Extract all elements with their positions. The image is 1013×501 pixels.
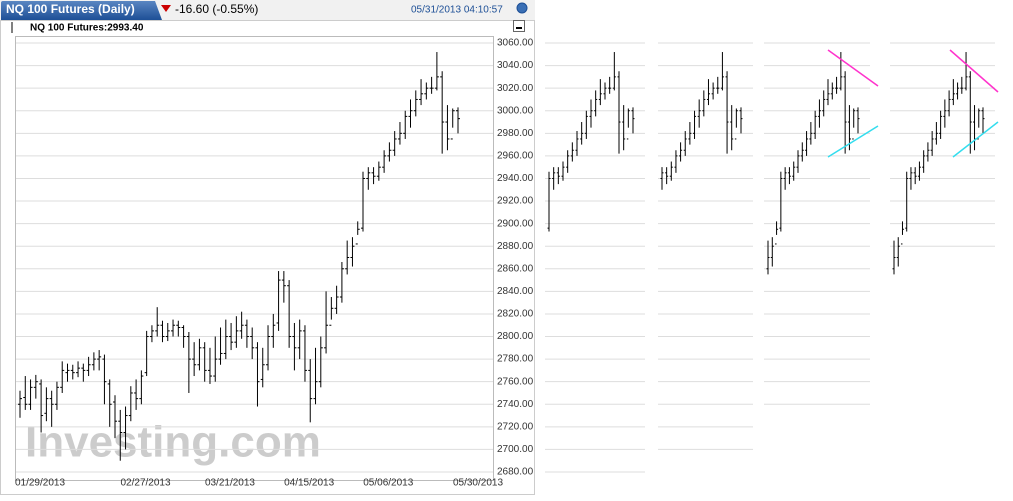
title-tab	[1, 1, 162, 20]
y-tick-label: 2840.00	[497, 286, 534, 297]
y-tick-label: 2720.00	[497, 421, 534, 432]
minimize-button[interactable]	[513, 20, 525, 32]
refresh-icon[interactable]	[516, 2, 528, 14]
chart-frame	[0, 20, 535, 495]
trend-line	[949, 49, 999, 93]
y-tick-label: 2920.00	[497, 196, 534, 207]
timestamp: 05/31/2013 04:10:57	[411, 5, 503, 16]
y-tick-label: 2880.00	[497, 241, 534, 252]
plot-frame	[15, 36, 494, 481]
y-tick-label: 2700.00	[497, 444, 534, 455]
watermark: Investing.com	[25, 418, 321, 467]
x-tick-label: 04/15/2013	[284, 478, 334, 489]
x-tick-label: 05/06/2013	[363, 478, 413, 489]
chart-title: NQ 100 Futures (Daily)	[6, 2, 135, 16]
trend-line	[952, 121, 999, 158]
y-tick-label: 2980.00	[497, 128, 534, 139]
price-change: -16.60 (-0.55%)	[175, 2, 258, 16]
trend-line	[827, 125, 879, 158]
trend-line	[827, 49, 879, 87]
y-tick-label: 2900.00	[497, 218, 534, 229]
y-tick-label: 2740.00	[497, 399, 534, 410]
legend-label: NQ 100 Futures:2993.40	[30, 23, 144, 34]
y-tick-label: 2820.00	[497, 309, 534, 320]
y-tick-label: 2940.00	[497, 173, 534, 184]
x-tick-label: 03/21/2013	[205, 478, 255, 489]
y-tick-label: 3020.00	[497, 83, 534, 94]
x-tick-label: 01/29/2013	[15, 478, 65, 489]
x-tick-label: 02/27/2013	[121, 478, 171, 489]
y-tick-label: 3040.00	[497, 60, 534, 71]
y-tick-label: 2780.00	[497, 354, 534, 365]
y-tick-label: 2760.00	[497, 376, 534, 387]
y-tick-label: 3060.00	[497, 38, 534, 49]
y-tick-label: 2960.00	[497, 151, 534, 162]
y-tick-label: 3000.00	[497, 105, 534, 116]
y-tick-label: 2860.00	[497, 263, 534, 274]
y-tick-label: 2800.00	[497, 331, 534, 342]
x-tick-label: 05/30/2013	[453, 478, 503, 489]
y-tick-label: 2680.00	[497, 467, 534, 478]
down-arrow	[161, 5, 171, 12]
